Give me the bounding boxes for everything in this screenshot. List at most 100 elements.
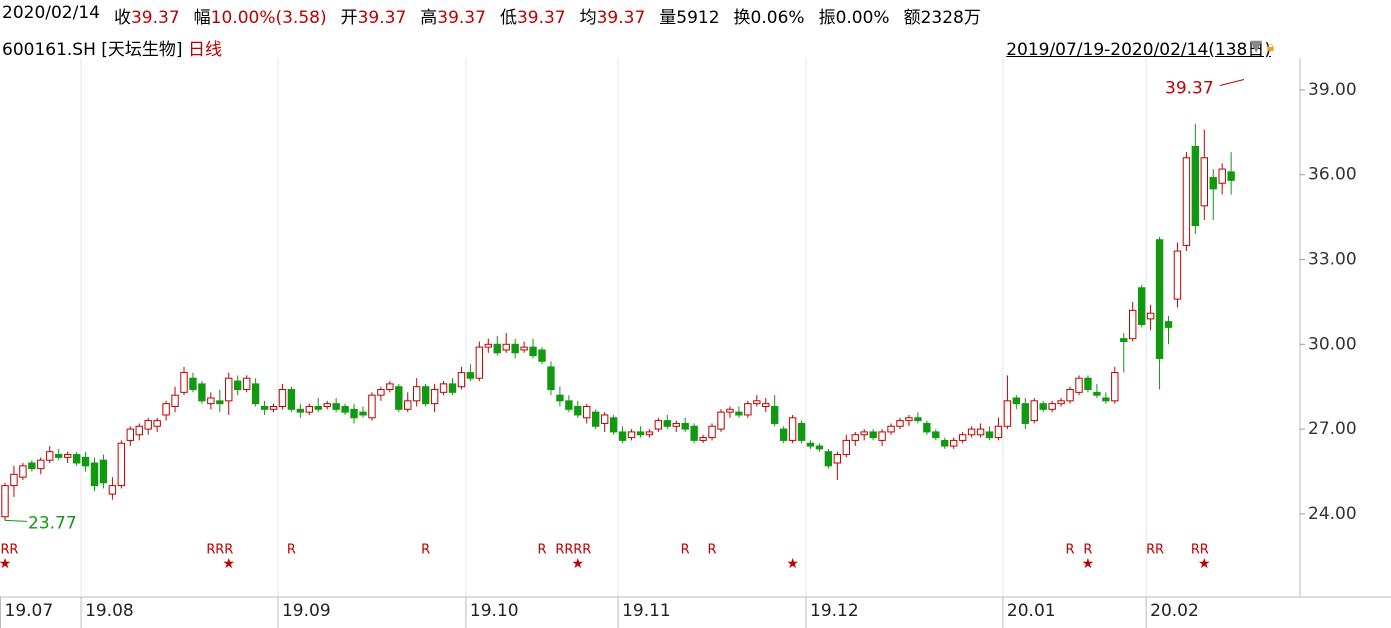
candle-body <box>269 405 278 410</box>
candle-body <box>1012 397 1021 405</box>
candle-body <box>958 434 967 441</box>
candle-body <box>636 431 645 436</box>
candle-body <box>430 389 439 405</box>
candle-body <box>788 417 797 441</box>
candle-body <box>511 343 519 354</box>
candle-body <box>1209 177 1217 190</box>
r-marker: R <box>681 543 690 558</box>
r-marker: R <box>1146 543 1155 558</box>
candle-body <box>618 431 627 441</box>
candle-body <box>538 349 546 362</box>
candle-body <box>914 417 922 422</box>
quote-field: 振0.00% <box>819 3 890 28</box>
y-tick-label: 30.00 <box>1308 334 1357 354</box>
candle-body <box>126 428 134 441</box>
candle-body <box>28 462 36 470</box>
r-marker: R <box>573 543 582 558</box>
star-marker: ★ <box>1082 556 1095 572</box>
field-label: 开 <box>340 8 358 28</box>
candle-body <box>583 405 591 419</box>
candle-body <box>55 454 63 458</box>
candle-body <box>46 451 54 461</box>
quote-field: 幅10.00%(3.58) <box>194 3 327 28</box>
candle-body <box>171 394 179 407</box>
field-value: 2328万 <box>920 8 981 28</box>
candle-body <box>466 372 475 379</box>
candle-body <box>842 439 850 456</box>
candle-body <box>332 403 340 410</box>
candle-body <box>198 383 206 402</box>
candle-body <box>144 420 152 430</box>
candle-body <box>762 403 770 407</box>
candle-body <box>905 417 913 422</box>
candle-body <box>815 445 824 450</box>
candle-body <box>1146 312 1155 320</box>
candle-body <box>556 394 564 402</box>
r-marker: R <box>708 543 717 558</box>
candle-body <box>162 403 170 416</box>
candle-body <box>189 377 197 391</box>
candle-body <box>242 377 251 391</box>
r-marker: R <box>9 543 18 558</box>
y-tick-label: 27.00 <box>1308 419 1357 439</box>
candle-body <box>851 434 859 441</box>
field-value: 0.06% <box>750 8 805 28</box>
candle-body <box>806 442 815 447</box>
candle-body <box>735 411 743 416</box>
field-label: 均 <box>579 8 597 28</box>
candle-body <box>475 346 484 379</box>
candle-body <box>824 451 833 467</box>
candle-body <box>484 343 493 348</box>
star-marker: ★ <box>0 556 11 572</box>
candle-body <box>797 422 806 441</box>
date-range[interactable]: 2019/07/19-2020/02/14(138日) <box>1006 40 1271 60</box>
candle-body <box>493 343 501 354</box>
candle-body <box>1200 157 1208 207</box>
r-marker: R <box>1200 543 1209 558</box>
candle-body <box>404 400 412 410</box>
star-marker: ★ <box>572 556 585 572</box>
candle-body <box>1102 397 1110 402</box>
candle-body <box>108 485 117 495</box>
candle-body <box>887 425 895 433</box>
candle-body <box>135 425 143 436</box>
candle-body <box>448 383 457 393</box>
candle-body <box>520 346 528 351</box>
field-label: 低 <box>499 8 517 28</box>
candle-body <box>1030 400 1038 422</box>
candle-body <box>1093 391 1101 396</box>
candle-body <box>341 405 349 413</box>
field-value: 39.37 <box>357 8 407 28</box>
candle-body <box>386 383 394 391</box>
candle-body <box>994 425 1003 439</box>
r-marker: R <box>555 543 564 558</box>
candle-body <box>609 417 618 433</box>
candle-body <box>1155 239 1164 359</box>
candle-body <box>860 431 868 436</box>
field-label: 换 <box>733 8 751 28</box>
y-tick-label: 36.00 <box>1308 165 1357 185</box>
field-value: 39.37 <box>596 8 646 28</box>
candle-body <box>90 462 99 487</box>
range-icons[interactable]: ▼ 🔒︎ <box>1250 36 1275 55</box>
candle-body <box>833 454 842 464</box>
candle-body <box>690 425 698 441</box>
candle-body <box>323 403 331 407</box>
field-label: 额 <box>903 8 921 28</box>
candle-body <box>225 377 233 402</box>
x-tick-label: 19.07 <box>5 601 54 621</box>
candle-body <box>1075 377 1083 393</box>
candle-body <box>1227 171 1235 181</box>
field-value: 0.00% <box>835 8 890 28</box>
r-marker: R <box>421 543 430 558</box>
candle-body <box>1 485 9 518</box>
candle-body <box>663 420 671 427</box>
candle-body <box>180 372 188 393</box>
y-tick-label: 24.00 <box>1308 504 1357 524</box>
r-marker: R <box>287 543 296 558</box>
candle-body <box>574 405 582 416</box>
candle-body <box>99 459 108 484</box>
candle-body <box>368 394 376 419</box>
